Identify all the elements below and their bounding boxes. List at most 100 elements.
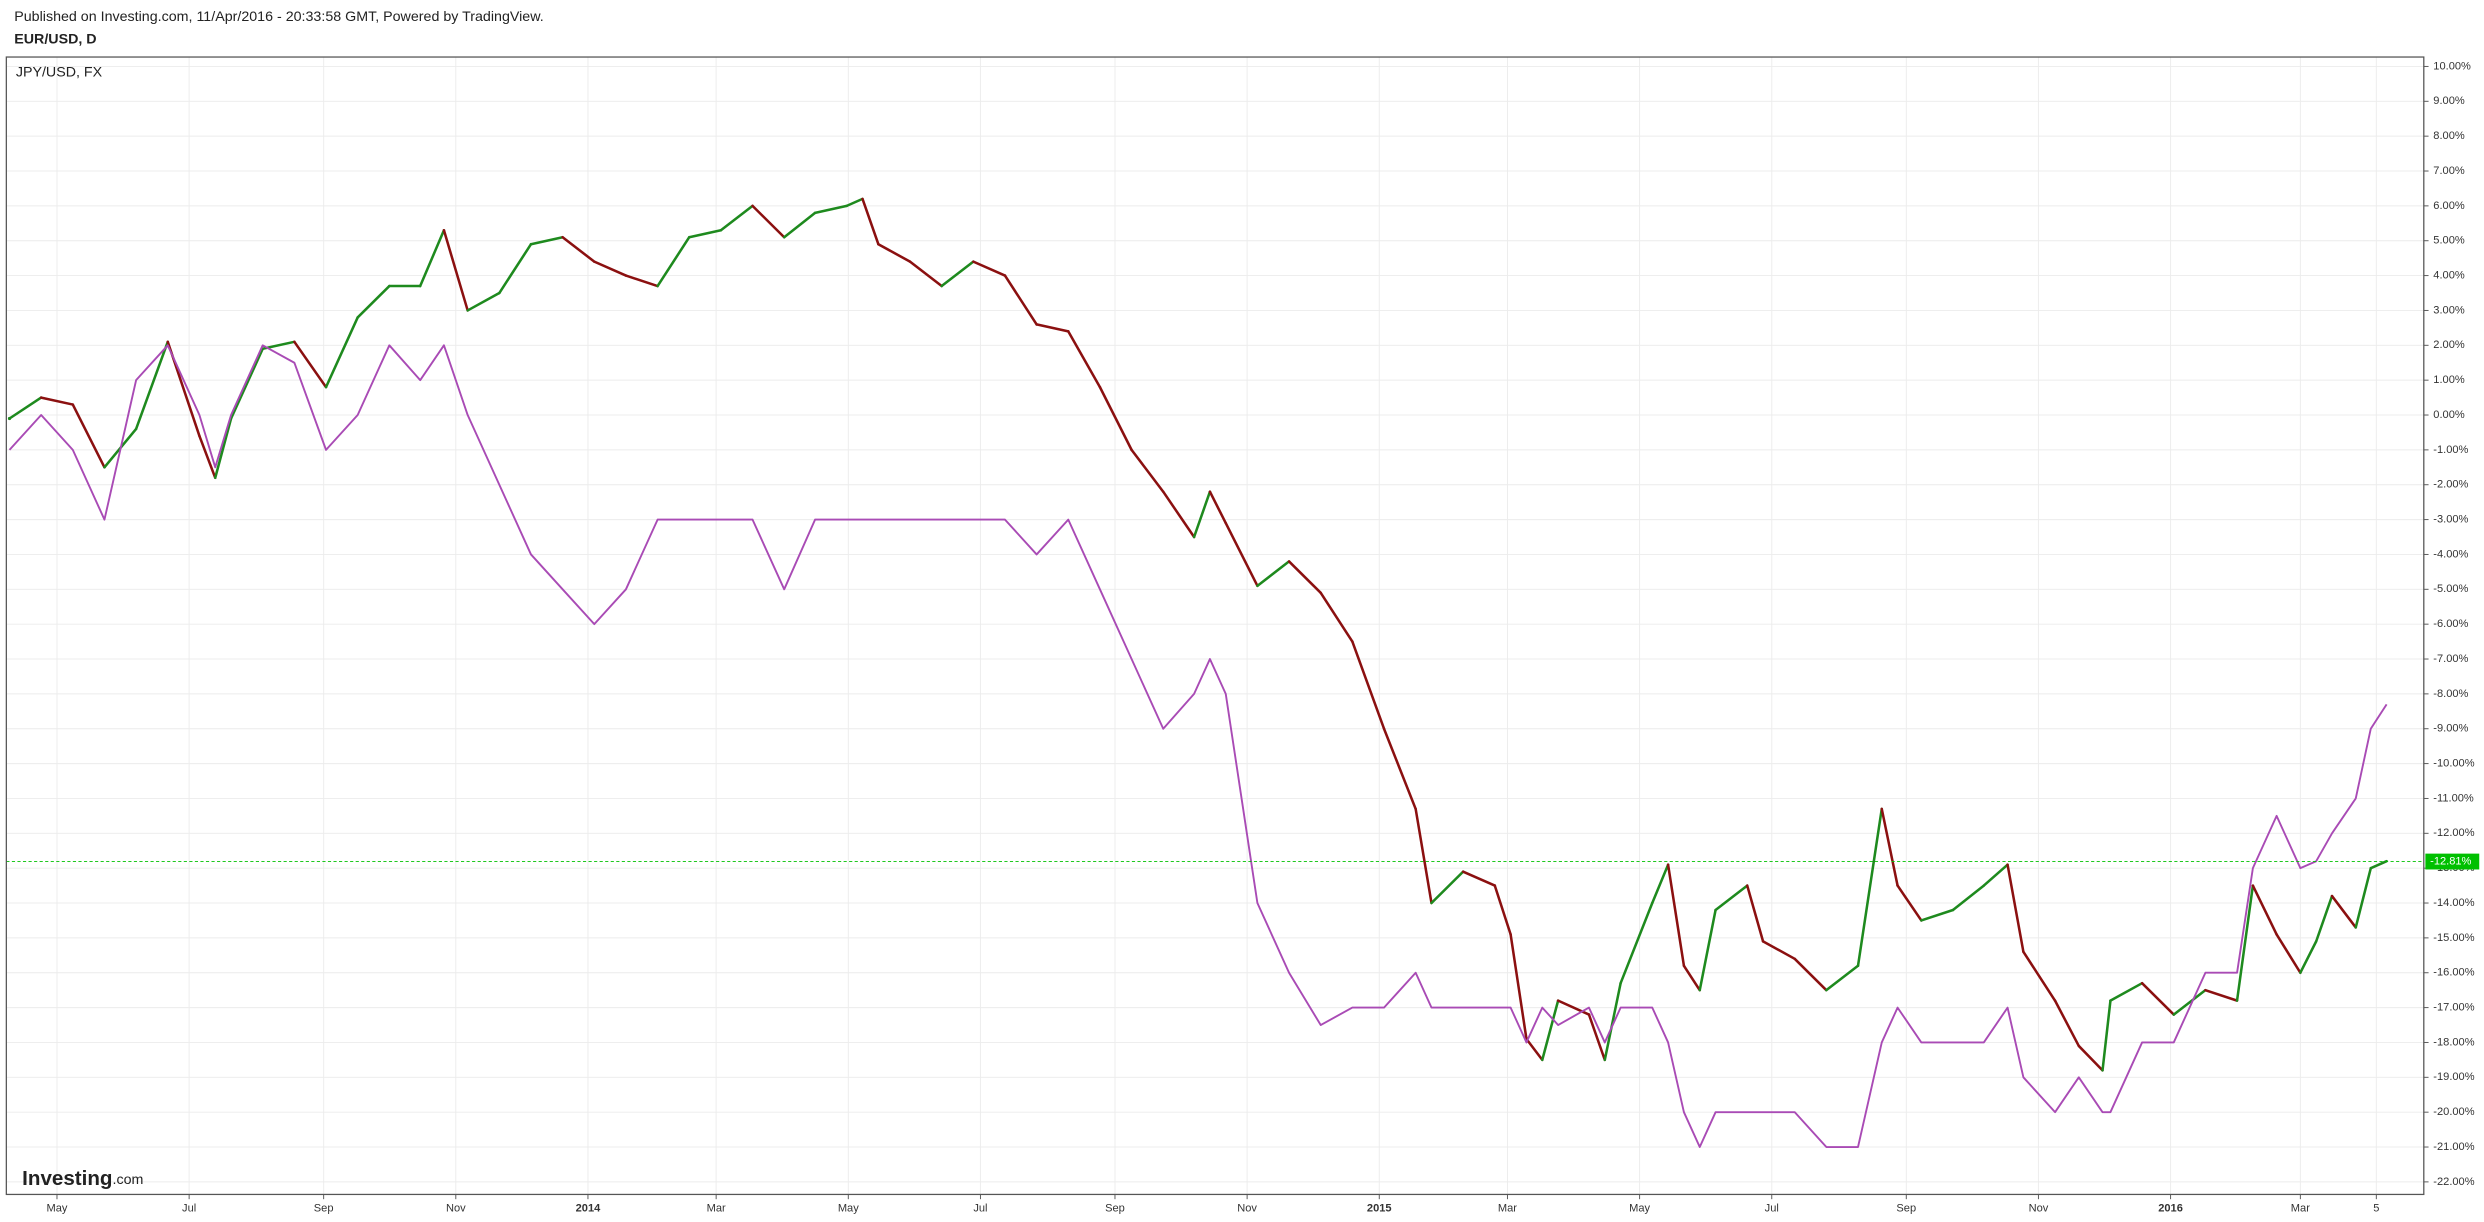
publish-note: Published on Investing.com, 11/Apr/2016 … bbox=[14, 9, 543, 25]
price-segment bbox=[2354, 866, 2373, 929]
y-tick-label: -8.00% bbox=[2433, 688, 2468, 700]
y-tick-label: 6.00% bbox=[2433, 200, 2465, 212]
x-tick-label: 2014 bbox=[576, 1203, 601, 1215]
price-segment bbox=[1619, 901, 1654, 985]
last-price-badge bbox=[2425, 853, 2480, 870]
price-segment bbox=[529, 235, 564, 246]
price-segment bbox=[1951, 884, 1986, 912]
price-segment bbox=[1224, 521, 1259, 588]
price-segment bbox=[1208, 490, 1228, 525]
price-segment bbox=[1351, 640, 1386, 731]
y-tick-label: 7.00% bbox=[2433, 165, 2465, 177]
y-tick-label: 2.00% bbox=[2433, 339, 2465, 351]
y-tick-label: -12.00% bbox=[2433, 827, 2474, 839]
x-tick-label: Jul bbox=[973, 1203, 987, 1215]
price-segment bbox=[2109, 981, 2144, 1002]
price-segment bbox=[324, 316, 359, 389]
price-segment bbox=[8, 396, 43, 420]
price-segment bbox=[1761, 940, 1796, 961]
price-segment bbox=[1856, 807, 1884, 968]
price-segment bbox=[1682, 964, 1702, 992]
legend-entry: JPY/USD, FX bbox=[16, 65, 103, 81]
price-segment bbox=[1509, 933, 1528, 1041]
price-segment bbox=[2140, 981, 2176, 1016]
price-segment bbox=[1319, 591, 1354, 643]
y-tick-label: -5.00% bbox=[2433, 583, 2468, 595]
price-segment bbox=[2330, 894, 2358, 929]
price-segment bbox=[1035, 323, 1070, 333]
price-segment bbox=[624, 274, 659, 288]
price-segment bbox=[656, 235, 691, 288]
y-tick-label: 3.00% bbox=[2433, 304, 2465, 316]
y-tick-label: -4.00% bbox=[2433, 548, 2468, 560]
price-segment bbox=[1382, 727, 1417, 811]
x-tick-label: Sep bbox=[1105, 1203, 1125, 1215]
price-segment bbox=[1603, 981, 1622, 1062]
price-segment bbox=[1745, 884, 1765, 943]
price-segment bbox=[1982, 863, 2009, 887]
price-segment bbox=[2251, 884, 2278, 936]
price-segment bbox=[2077, 1044, 2104, 1072]
y-tick-label: 8.00% bbox=[2433, 130, 2465, 142]
watermark-brand: Investing bbox=[22, 1168, 112, 1191]
price-segment bbox=[213, 417, 233, 480]
price-segment bbox=[1880, 807, 1899, 887]
plot bbox=[6, 197, 2424, 1148]
price-segment bbox=[2053, 999, 2081, 1048]
price-segment bbox=[1287, 560, 1322, 595]
x-tick-label: 2016 bbox=[2158, 1203, 2183, 1215]
price-segment bbox=[908, 260, 943, 288]
y-tick-label: -9.00% bbox=[2433, 723, 2468, 735]
last-price-label: -12.81% bbox=[2430, 855, 2471, 867]
price-segment bbox=[229, 347, 264, 420]
x-tick-label: Jul bbox=[1765, 1203, 1779, 1215]
y-tick-label: -14.00% bbox=[2433, 897, 2474, 909]
price-segment bbox=[293, 340, 328, 389]
x-tick-label: 2015 bbox=[1367, 1203, 1392, 1215]
watermark: Investing.com bbox=[22, 1168, 143, 1191]
price-segment bbox=[861, 197, 880, 246]
x-tick-label: Mar bbox=[2291, 1203, 2310, 1215]
price-segment bbox=[561, 235, 596, 263]
price-segment bbox=[2006, 863, 2025, 954]
price-segment bbox=[1698, 908, 1717, 992]
price-segment bbox=[782, 211, 817, 239]
price-segment bbox=[593, 260, 628, 277]
y-tick-label: -17.00% bbox=[2433, 1002, 2474, 1014]
x-tick-label: Nov bbox=[446, 1203, 466, 1215]
y-tick-label: -19.00% bbox=[2433, 1071, 2474, 1083]
price-segment bbox=[845, 197, 864, 208]
x-tick-label: May bbox=[47, 1203, 68, 1215]
x-tick-label: Jul bbox=[182, 1203, 196, 1215]
y-tick-label: -2.00% bbox=[2433, 479, 2468, 491]
price-segment bbox=[2172, 988, 2207, 1016]
price-segment bbox=[2275, 933, 2302, 975]
price-segment bbox=[2299, 940, 2318, 975]
price-segment bbox=[2022, 950, 2057, 1002]
y-tick-label: -21.00% bbox=[2433, 1141, 2474, 1153]
price-segment bbox=[1666, 863, 1686, 968]
price-segment bbox=[1493, 884, 1512, 936]
grid bbox=[6, 57, 2424, 1195]
price-segment bbox=[2235, 884, 2255, 1002]
price-segment bbox=[39, 396, 75, 406]
price-segment bbox=[1430, 870, 1465, 905]
price-segment bbox=[719, 204, 754, 232]
y-tick-label: -7.00% bbox=[2433, 653, 2468, 665]
price-segment bbox=[1541, 999, 1560, 1062]
price-segment bbox=[1525, 1037, 1544, 1062]
price-segment bbox=[1414, 807, 1433, 905]
y-tick-label: -22.00% bbox=[2433, 1176, 2474, 1188]
x-tick-label: 5 bbox=[2373, 1203, 2379, 1215]
price-segment bbox=[418, 229, 446, 288]
price-segment bbox=[1192, 490, 1212, 539]
price-segment bbox=[813, 204, 848, 215]
price-segment bbox=[498, 242, 533, 295]
price-segment bbox=[1098, 385, 1133, 452]
price-segment bbox=[1825, 964, 1860, 992]
price-segment bbox=[2101, 999, 2112, 1072]
y-tick-label: -16.00% bbox=[2433, 967, 2474, 979]
price-segment bbox=[1256, 560, 1291, 588]
